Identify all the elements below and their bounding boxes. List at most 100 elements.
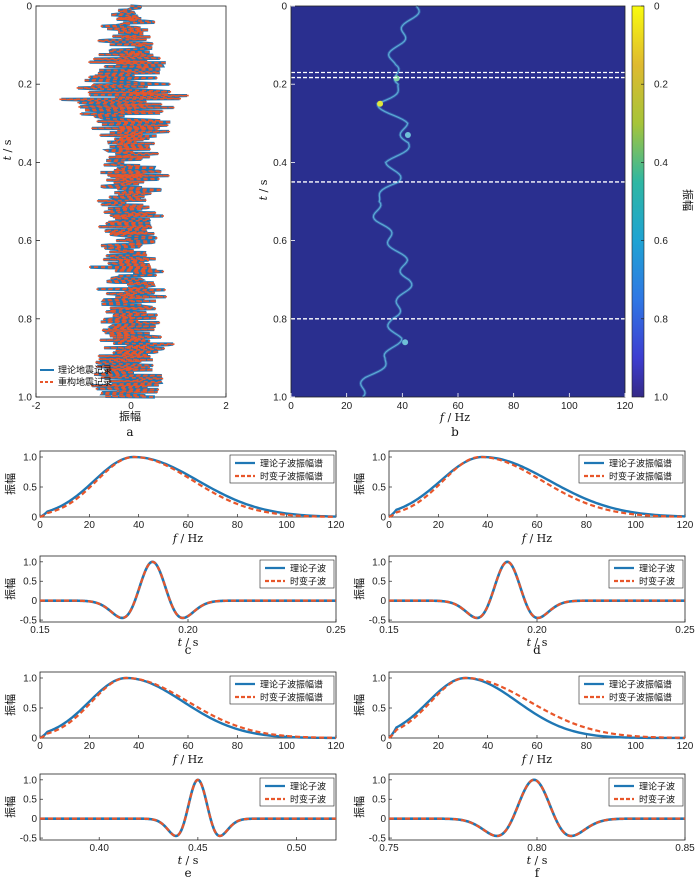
x-axis-label-unit: / Hz xyxy=(177,753,203,766)
x-tick-label: 0.40 xyxy=(89,843,109,854)
y-tick-label: 0.4 xyxy=(18,158,32,169)
series-timevar-spectrum xyxy=(39,455,337,519)
x-tick-label: 20 xyxy=(84,520,96,531)
x-tick-label: 80 xyxy=(508,401,520,412)
x-axis-label: f / Hz xyxy=(439,411,470,424)
y-tick-label: 0.8 xyxy=(18,314,32,325)
x-axis-label-unit: / Hz xyxy=(526,532,552,545)
series-timevar-wavelet xyxy=(389,560,685,620)
x-axis-label: f / Hz xyxy=(172,753,203,766)
x-axis-label-var: t xyxy=(178,854,183,867)
series-timevar-spectrum xyxy=(388,455,686,519)
c-wavelet-legend-label-1: 理论子波 xyxy=(290,563,326,575)
legend-label-theory: 理论地震记录 xyxy=(58,364,112,376)
x-tick-label: 60 xyxy=(531,741,543,752)
x-tick-label: 40 xyxy=(482,741,494,752)
x-axis-label-var: f xyxy=(439,411,446,424)
x-tick-label: 120 xyxy=(328,520,345,531)
series-theory-spectrum xyxy=(39,455,337,519)
x-axis-label-unit: / Hz xyxy=(444,411,470,424)
colorbar xyxy=(631,5,645,398)
x-axis-label-var: f xyxy=(521,532,528,545)
e-spectrum-legend-box xyxy=(229,675,335,705)
x-tick-label: 20 xyxy=(433,520,445,531)
y-tick-label: 1.0 xyxy=(372,453,386,464)
y-tick-label: 1.0 xyxy=(372,674,386,685)
heatmap-spot xyxy=(402,339,409,346)
y-tick-label: 0 xyxy=(380,814,386,825)
panel-b: 0 20 40 60 80 100 120 0 0.2 0.4 0.6 0.8 1.0 f / Hz t /… xyxy=(257,2,695,440)
y-tick-label: 1.0 xyxy=(18,393,32,404)
series-timevar-spectrum xyxy=(388,676,686,739)
x-axis-label-var: f xyxy=(172,532,179,545)
e-spectrum-legend-label-2: 时变子波振幅谱 xyxy=(260,692,323,704)
x-tick-label: 0.75 xyxy=(379,843,399,854)
x-tick-label: 40 xyxy=(133,741,145,752)
y-tick-label: 0.5 xyxy=(372,577,386,588)
x-axis-label: t / s xyxy=(527,636,548,649)
f-wavelet-legend-label-1: 理论子波 xyxy=(639,781,675,793)
y-axis-label: 振幅 xyxy=(352,694,366,716)
f-spectrum-legend-label-1: 理论子波振幅谱 xyxy=(609,679,672,691)
x-axis-label-var: f xyxy=(521,753,528,766)
heatmap-background xyxy=(291,6,625,397)
y-tick-label: 0.6 xyxy=(18,236,32,247)
x-tick-label: 60 xyxy=(531,520,543,531)
heatmap-spot xyxy=(393,75,400,82)
x-tick-label: 120 xyxy=(617,401,634,412)
x-tick-label: 0.15 xyxy=(379,625,399,636)
colorbar-tick-label: 0.2 xyxy=(654,80,668,91)
x-tick-label: 120 xyxy=(677,520,694,531)
x-tick-label: 100 xyxy=(278,520,295,531)
y-tick-label: 0.2 xyxy=(273,80,287,91)
x-tick-label: 80 xyxy=(581,520,593,531)
y-tick-label: 1.0 xyxy=(23,674,37,685)
y-tick-label: 0 xyxy=(26,2,32,13)
x-tick-label: 100 xyxy=(627,520,644,531)
d-wavelet-legend-label-2: 时变子波 xyxy=(639,576,675,588)
colorbar-tick-label: 1.0 xyxy=(654,393,668,404)
x-tick-label: 80 xyxy=(581,741,593,752)
x-axis-label-unit: / Hz xyxy=(177,532,203,545)
y-axis-label: t / s xyxy=(257,179,270,200)
y-axis-label: 振幅 xyxy=(3,473,17,495)
series-recon-trace xyxy=(59,5,189,398)
colorbar-tick-label: 0.4 xyxy=(654,158,668,169)
x-tick-label: 120 xyxy=(677,741,694,752)
series-timevar-spectrum xyxy=(39,676,337,740)
x-tick-label: 0 xyxy=(37,741,43,752)
x-axis-label: f / Hz xyxy=(521,753,552,766)
y-axis-label: 振幅 xyxy=(3,578,17,600)
x-axis-label: t / s xyxy=(178,854,199,867)
y-tick-label: -0.5 xyxy=(369,616,387,627)
y-tick-label: 0.5 xyxy=(372,704,386,715)
x-axis-label-unit: / s xyxy=(531,854,548,867)
d-wavelet-legend-box xyxy=(608,559,684,589)
d-spectrum-legend-label-2: 时变子波振幅谱 xyxy=(609,471,672,483)
x-axis-label: f / Hz xyxy=(172,532,203,545)
y-tick-label: 1.0 xyxy=(23,775,37,786)
x-tick-label: 0 xyxy=(386,741,392,752)
y-tick-label: 1.0 xyxy=(372,775,386,786)
y-axis-label-var: t xyxy=(257,195,270,200)
x-axis-label-var: t xyxy=(527,636,532,649)
y-axis-label: 振幅 xyxy=(3,694,17,716)
e-wavelet-frame xyxy=(39,773,337,841)
y-tick-label: 0 xyxy=(31,734,37,745)
y-axis-label: t / s xyxy=(1,139,14,160)
x-axis-label-unit: / s xyxy=(182,854,199,867)
x-tick-label: 40 xyxy=(482,520,494,531)
x-axis-label: t / s xyxy=(178,636,199,649)
x-tick-label: 0.80 xyxy=(527,843,547,854)
x-axis-label-unit: / s xyxy=(182,636,199,649)
e-wavelet-legend-label-2: 时变子波 xyxy=(290,794,326,806)
y-tick-label: 0 xyxy=(31,513,37,524)
x-tick-label: 100 xyxy=(627,741,644,752)
y-axis-label-var: t xyxy=(1,155,14,160)
